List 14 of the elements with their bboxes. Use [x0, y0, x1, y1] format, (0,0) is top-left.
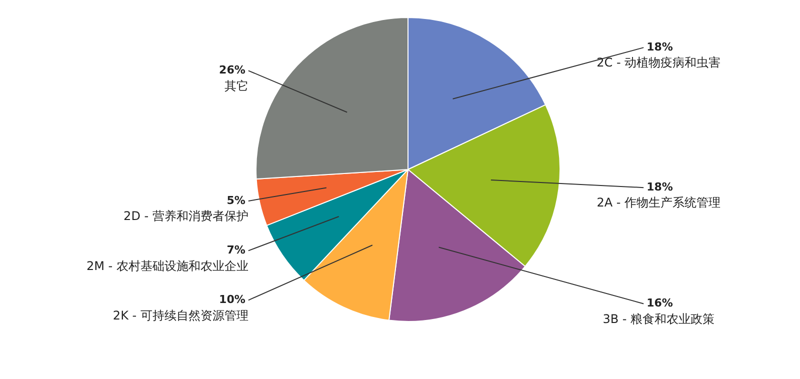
- slice-label: 2C - 动植物疫病和虫害: [596, 56, 721, 70]
- data-label: 26%: [219, 64, 246, 77]
- slice-label: 2K - 可持续自然资源管理: [112, 308, 248, 322]
- slice-label: 其它: [224, 78, 248, 93]
- data-label: 18%: [646, 180, 673, 194]
- data-label: 7%: [226, 244, 246, 257]
- data-label: 10%: [219, 293, 246, 306]
- data-label: 5%: [226, 194, 246, 207]
- data-label: 16%: [646, 296, 673, 310]
- slice-label: 2A - 作物生产系统管理: [596, 196, 721, 210]
- slice-label: 2D - 营养和消费者保护: [124, 209, 248, 224]
- slice-label: 2M - 农村基础设施和农业企业: [86, 258, 248, 273]
- data-label: 18%: [646, 40, 673, 54]
- slice-label: 3B - 粮食和农业政策: [602, 312, 715, 326]
